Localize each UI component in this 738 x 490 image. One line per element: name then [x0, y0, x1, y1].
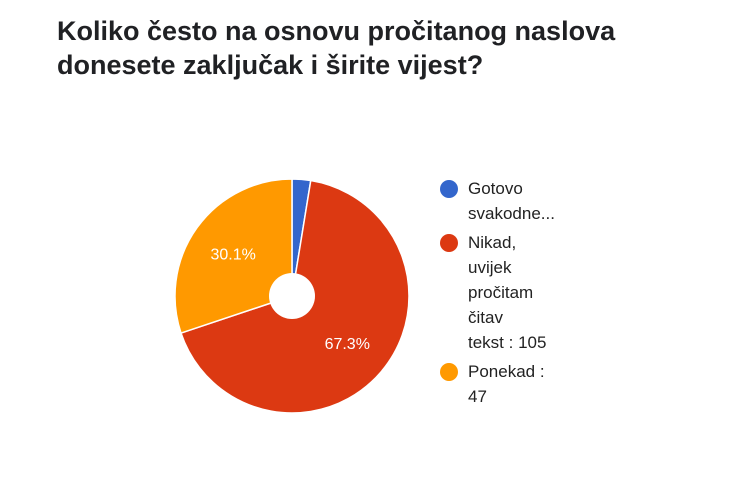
legend-label-line: tekst : 105	[468, 333, 547, 352]
legend-item-1[interactable]: Nikad, uvijek pročitam čitav tekst : 105	[440, 230, 580, 355]
legend-label-line: Nikad,	[468, 233, 517, 252]
legend-swatch-0	[440, 180, 458, 198]
pie-slice-2[interactable]	[174, 178, 293, 334]
chart-title: Koliko često na osnovu pročitanog naslov…	[57, 16, 616, 80]
slice-percent-label-2: 30.1%	[210, 247, 255, 264]
legend-swatch-1	[440, 234, 458, 252]
legend-label-line: pročitam	[468, 283, 534, 302]
legend-label-line: svakodne...	[468, 204, 555, 223]
legend-label-line: 47	[468, 387, 487, 406]
legend-label-line: Gotovo	[468, 179, 523, 198]
donut-hole	[269, 273, 315, 319]
chart-legend: Gotovo svakodne... Nikad, uvijek pročitam čit…	[440, 176, 580, 413]
legend-label-line: Ponekad :	[468, 362, 545, 381]
slice-percent-label-1: 67.3%	[325, 336, 370, 353]
legend-label-line: čitav	[468, 308, 503, 327]
legend-item-0[interactable]: Gotovo svakodne...	[440, 176, 580, 226]
legend-item-2[interactable]: Ponekad : 47	[440, 359, 580, 409]
legend-label-line: uvijek	[468, 258, 512, 277]
legend-swatch-2	[440, 363, 458, 381]
